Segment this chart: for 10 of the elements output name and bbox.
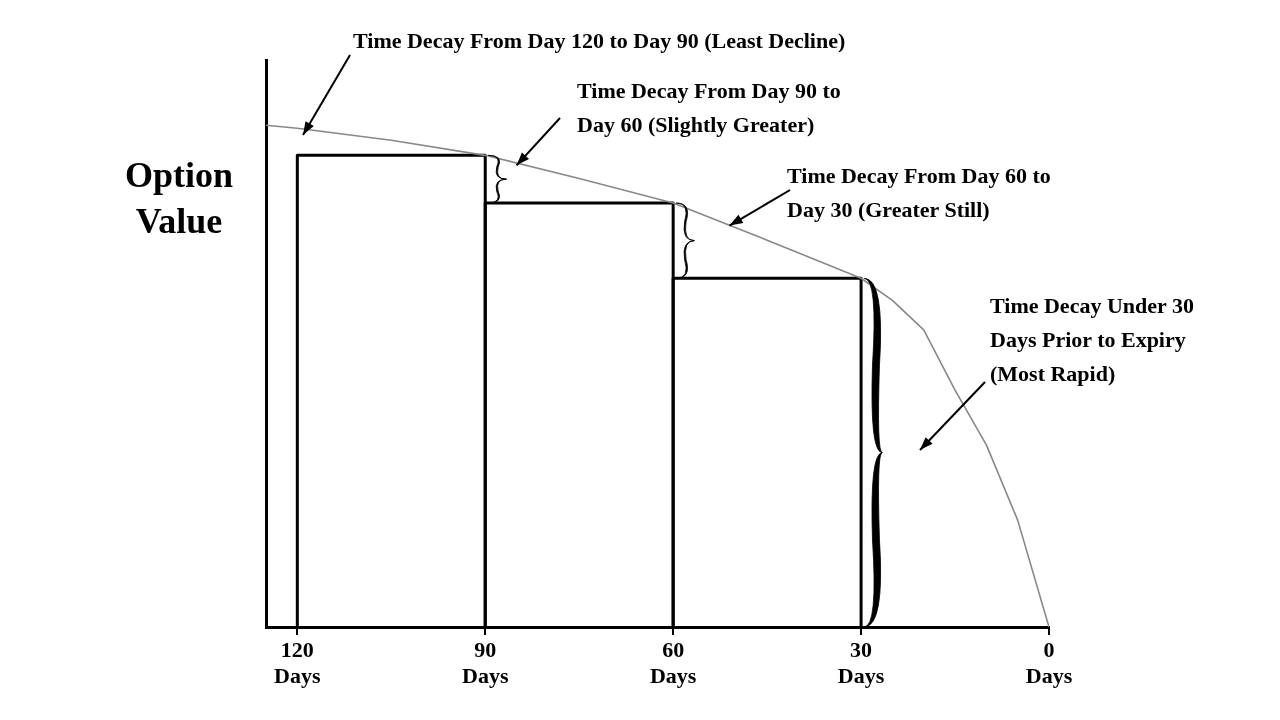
x-tick-label: 120 Days [274, 636, 321, 689]
text: Time Decay From Day 120 to Day 90 (Least Decline) [353, 27, 846, 53]
annotation: Time Decay Under 30 Days Prior to Expiry (Most Rapid) [990, 292, 1194, 386]
x-tick-label: 30 Days [837, 636, 885, 689]
x-tick-label: 0 Days [1025, 636, 1073, 689]
x-tick-label: 90 Days [462, 636, 509, 689]
y-axis-title: Option Value [124, 155, 234, 242]
annotation: Time Decay From Day 90 to Day 60 (Slightly Greater) [577, 77, 841, 137]
x-tick-label: 60 Days [649, 636, 697, 689]
annotation: Time Decay From Day 60 to Day 30 (Greater Still) [787, 162, 1051, 222]
